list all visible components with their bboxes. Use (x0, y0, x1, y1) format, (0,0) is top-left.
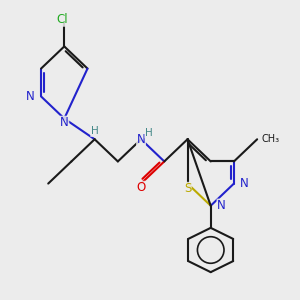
Text: N: N (60, 116, 69, 129)
Text: N: N (137, 133, 146, 146)
Text: H: H (145, 128, 153, 138)
Text: Cl: Cl (57, 13, 68, 26)
Text: N: N (240, 177, 249, 190)
Text: CH₃: CH₃ (261, 134, 280, 144)
Text: H: H (91, 126, 98, 136)
Text: N: N (217, 199, 226, 212)
Text: S: S (184, 182, 191, 195)
Text: O: O (136, 182, 146, 194)
Text: N: N (26, 90, 34, 103)
